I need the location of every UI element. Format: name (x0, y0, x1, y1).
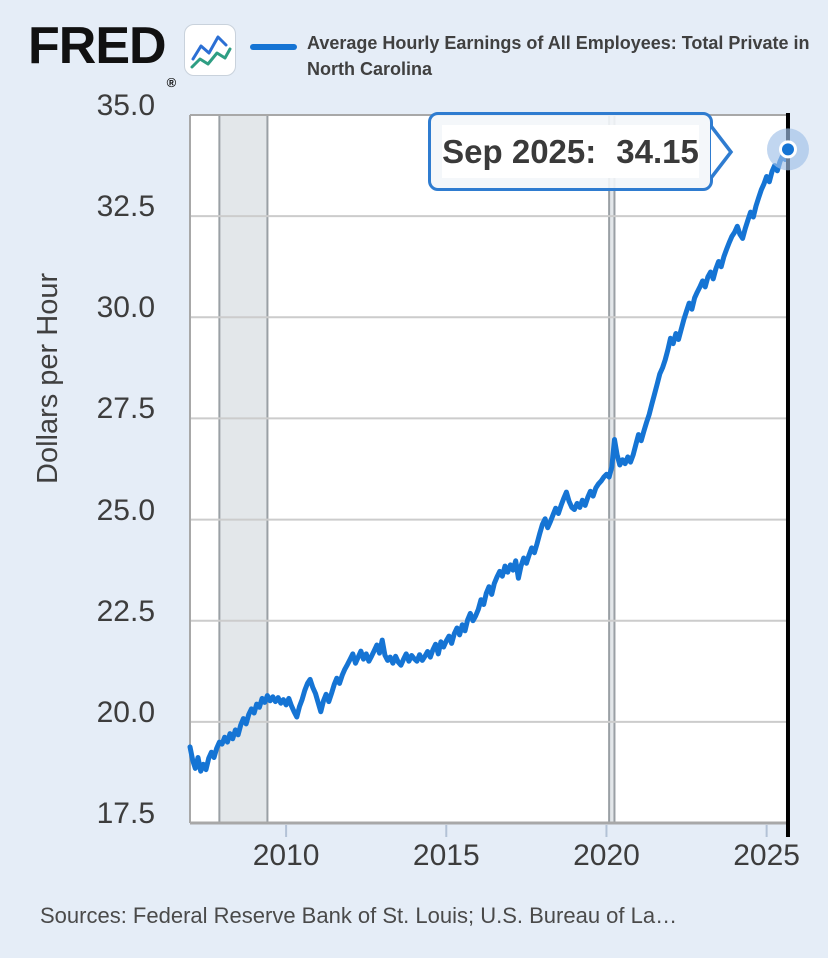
tooltip-arrow-icon (710, 124, 734, 179)
data-tooltip: Sep 2025: 34.15 (428, 112, 734, 191)
y-axis-label: 20.0 (96, 695, 155, 729)
chart-header: FRED® Average Hourly Earnings of All Emp… (0, 0, 828, 92)
fred-logo-text: FRED (28, 17, 167, 75)
registered-mark: ® (166, 75, 177, 90)
y-axis-label: 32.5 (96, 190, 155, 224)
y-axis-label: 17.5 (96, 797, 155, 830)
y-axis-label: 35.0 (96, 89, 155, 122)
endpoint-dot[interactable] (778, 140, 797, 159)
series-legend-line (250, 44, 297, 50)
sources-footer: Sources: Federal Reserve Bank of St. Lou… (40, 903, 810, 929)
x-axis-label: 2010 (252, 839, 320, 872)
sources-text: Sources: Federal Reserve Bank of St. Lou… (40, 903, 678, 928)
tooltip-value: 34.15 (616, 132, 699, 170)
x-axis-label: 2025 (733, 839, 800, 872)
tooltip-content: Sep 2025: 34.15 (442, 125, 699, 178)
y-axis-label: 30.0 (96, 291, 155, 325)
line-chart-svg[interactable] (0, 0, 828, 900)
fred-sparkline-icon (184, 24, 236, 76)
plot-area[interactable] (190, 115, 788, 823)
y-axis-label: 25.0 (96, 493, 155, 527)
x-axis-label: 2020 (573, 839, 640, 872)
data-line (187, 146, 791, 774)
x-axis-label: 2015 (412, 839, 480, 872)
y-axis-label: 27.5 (96, 392, 155, 426)
tooltip-date: Sep 2025: (442, 132, 597, 170)
series-title: Average Hourly Earnings of All Employees… (307, 33, 810, 79)
fred-logo[interactable]: FRED® (28, 16, 177, 90)
y-axis-label: 22.5 (96, 594, 155, 628)
